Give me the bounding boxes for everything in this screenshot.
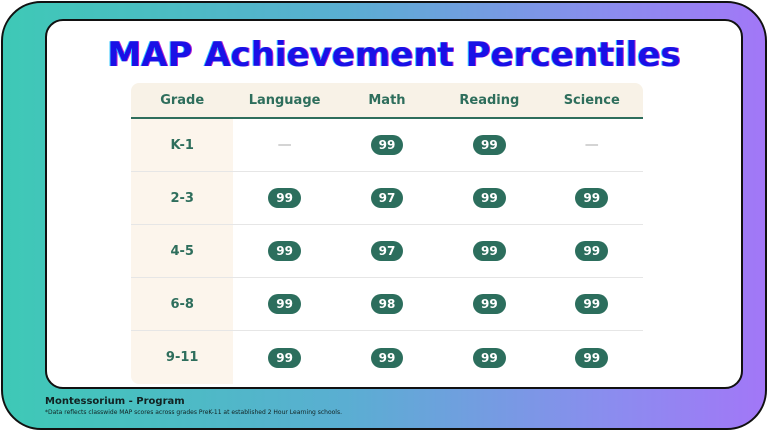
header-language: Language — [248, 92, 321, 108]
score-badge: 97 — [370, 188, 404, 208]
score-badge: 99 — [473, 241, 506, 261]
score-cell: 99 — [438, 225, 540, 277]
score-badge: 99 — [268, 347, 301, 368]
grade-label: 4-5 — [170, 243, 194, 259]
table-row: 4-5 99 97 99 99 — [131, 225, 643, 278]
score-badge: 99 — [268, 188, 301, 208]
table-row: K-1 — 99 99 — — [131, 119, 643, 172]
grade-label: 9-11 — [165, 350, 199, 365]
score-cell: 99 — [541, 225, 643, 277]
score-badge: 99 — [268, 294, 301, 314]
score-badge: 99 — [575, 347, 609, 368]
table-header: Grade Language Math Reading Science — [131, 83, 643, 119]
score-badge: 99 — [473, 294, 506, 314]
page-title: MAP Achievement Percentiles — [107, 35, 681, 75]
score-cell: 99 — [541, 278, 643, 330]
footer-program: Montessorium - Program — [45, 396, 185, 407]
score-cell: — — [233, 119, 335, 171]
score-badge: 99 — [575, 241, 609, 261]
score-cell: 99 — [336, 119, 438, 171]
grade-cell: 6-8 — [131, 278, 234, 330]
score-badge: 99 — [370, 135, 404, 155]
content-card: MAP Achievement Percentiles Grade Langua… — [45, 19, 743, 389]
score-cell: 98 — [336, 278, 438, 330]
no-data-dash: — — [584, 137, 599, 153]
grade-cell: K-1 — [131, 119, 234, 171]
score-badge: 99 — [268, 241, 301, 261]
score-cell: 99 — [438, 119, 540, 171]
grade-label: K-1 — [170, 137, 194, 153]
header-science: Science — [563, 92, 620, 108]
grade-label: 6-8 — [170, 296, 194, 312]
footer-note: *Data reflects classwide MAP scores acro… — [45, 409, 342, 416]
score-badge: 99 — [473, 135, 506, 155]
score-badge: 99 — [473, 347, 506, 368]
table-row: 2-3 99 97 99 99 — [131, 172, 643, 225]
score-cell: — — [541, 119, 643, 171]
percentiles-table: Grade Language Math Reading Science K-1 —… — [131, 83, 643, 384]
grade-cell: 2-3 — [131, 172, 234, 224]
grade-cell: 9-11 — [131, 331, 234, 384]
score-cell: 99 — [233, 278, 335, 330]
score-cell: 97 — [336, 225, 438, 277]
score-cell: 99 — [233, 331, 335, 384]
grade-label: 2-3 — [170, 190, 194, 206]
score-cell: 99 — [438, 331, 540, 384]
table-row: 9-11 99 99 99 99 — [131, 331, 643, 384]
score-badge: 97 — [370, 241, 404, 261]
table-row: 6-8 99 98 99 99 — [131, 278, 643, 331]
grade-cell: 4-5 — [131, 225, 234, 277]
header-grade: Grade — [160, 92, 205, 108]
header-math: Math — [368, 92, 406, 108]
score-cell: 97 — [336, 172, 438, 224]
score-badge: 99 — [575, 294, 609, 314]
header-reading: Reading — [459, 92, 520, 108]
score-cell: 99 — [438, 278, 540, 330]
score-cell: 99 — [541, 331, 643, 384]
score-cell: 99 — [438, 172, 540, 224]
no-data-dash: — — [277, 137, 292, 153]
score-badge: 99 — [473, 188, 506, 208]
score-badge: 99 — [575, 188, 609, 208]
score-cell: 99 — [233, 172, 335, 224]
score-cell: 99 — [336, 331, 438, 384]
score-badge: 98 — [370, 294, 404, 314]
score-badge: 99 — [370, 347, 404, 368]
score-cell: 99 — [541, 172, 643, 224]
score-cell: 99 — [233, 225, 335, 277]
